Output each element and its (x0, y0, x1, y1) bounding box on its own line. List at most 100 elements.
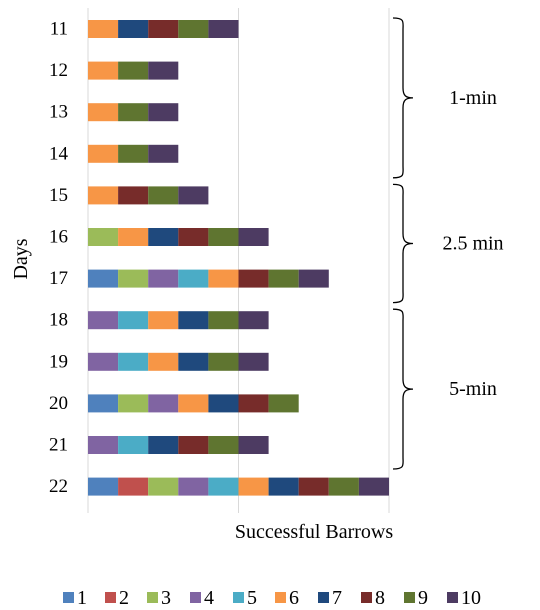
bar-day-18-series-5 (118, 311, 149, 330)
y-tick-label-20: 20 (49, 393, 68, 414)
y-tick-label-17: 17 (49, 268, 68, 289)
group-brace-3 (392, 308, 414, 470)
bar-day-21-series-4 (88, 436, 119, 454)
bar-day-22-series-4 (178, 477, 209, 496)
bar-day-22-series-9 (328, 477, 359, 496)
bar-day-13-series-10 (148, 103, 179, 122)
group-brace-2 (392, 183, 414, 304)
legend-label-2: 2 (119, 587, 129, 609)
bar-day-19-series-9 (208, 352, 239, 371)
bar-day-20-series-9 (268, 394, 299, 413)
bar-day-17-series-5 (178, 269, 209, 288)
bar-day-19-series-6 (148, 352, 179, 371)
y-tick-label-21: 21 (49, 435, 68, 456)
bar-day-14-series-6 (88, 144, 119, 163)
bar-day-14-series-10 (148, 144, 179, 163)
bars (88, 20, 389, 496)
bar-day-17-series-1 (88, 269, 119, 288)
legend-label-10: 10 (461, 587, 481, 609)
bar-day-11-series-8 (148, 20, 179, 38)
bar-day-22-series-5 (208, 477, 239, 496)
bar-day-19-series-10 (238, 352, 269, 371)
legend-swatch-4 (190, 592, 201, 603)
legend-swatch-2 (105, 592, 116, 603)
legend-swatch-5 (233, 592, 244, 603)
legend-swatch-1 (63, 592, 74, 603)
bar-day-13-series-9 (118, 103, 149, 122)
bar-day-11-series-7 (118, 20, 149, 38)
legend-swatch-8 (361, 592, 372, 603)
bar-day-16-series-10 (238, 228, 269, 246)
y-tick-label-19: 19 (49, 351, 68, 372)
bar-day-22-series-8 (298, 477, 329, 496)
legend-label-6: 6 (289, 587, 299, 609)
legend-label-4: 4 (204, 587, 214, 609)
y-tick-label-13: 13 (49, 102, 68, 123)
y-tick-label-22: 22 (49, 476, 68, 497)
gridlines (87, 8, 390, 513)
bar-day-15-series-10 (178, 186, 209, 205)
bar-day-19-series-4 (88, 352, 119, 371)
legend: 1 2 3 4 5 6 7 8 9 10 (63, 587, 481, 609)
group-label-2: 2.5 min (442, 233, 503, 255)
bar-day-18-series-6 (148, 311, 179, 330)
bar-day-19-series-5 (118, 352, 149, 371)
legend-swatch-7 (318, 592, 329, 603)
bar-day-17-series-9 (268, 269, 299, 288)
bar-day-13-series-6 (88, 103, 119, 122)
bar-day-16-series-9 (208, 228, 239, 246)
y-tick-label-18: 18 (49, 310, 68, 331)
y-tick-label-16: 16 (49, 227, 68, 248)
legend-label-7: 7 (332, 587, 342, 609)
legend-swatch-3 (147, 592, 158, 603)
y-tick-label-11: 11 (50, 19, 68, 40)
bar-day-22-series-7 (268, 477, 299, 496)
y-tick-label-12: 12 (49, 60, 68, 81)
bar-day-21-series-10 (238, 436, 269, 454)
y-axis-title: Days (10, 238, 32, 279)
bar-day-16-series-7 (148, 228, 179, 246)
y-tick-label-14: 14 (49, 143, 69, 164)
bar-day-15-series-6 (88, 186, 119, 205)
bar-day-17-series-10 (298, 269, 329, 288)
bar-day-18-series-7 (178, 311, 209, 330)
bar-day-16-series-3 (88, 228, 119, 246)
bar-day-11-series-9 (178, 20, 209, 38)
y-tick-labels: 11 12 13 14 15 16 17 18 19 20 21 22 (49, 19, 69, 498)
bar-day-17-series-3 (118, 269, 149, 288)
bar-day-20-series-7 (208, 394, 239, 413)
legend-label-8: 8 (375, 587, 385, 609)
bar-day-17-series-4 (148, 269, 179, 288)
bar-day-14-series-9 (118, 144, 149, 163)
legend-swatch-9 (404, 592, 415, 603)
bar-day-11-series-10 (208, 20, 239, 38)
group-braces: 1-min 2.5 min 5-min (392, 17, 504, 470)
bar-day-11-series-6 (88, 20, 119, 38)
bar-day-21-series-5 (118, 436, 149, 454)
bar-day-22-series-2 (118, 477, 149, 496)
bar-day-20-series-3 (118, 394, 149, 413)
bar-day-15-series-8 (118, 186, 149, 205)
legend-swatch-6 (275, 592, 286, 603)
bar-day-20-series-8 (238, 394, 269, 413)
bar-day-17-series-6 (208, 269, 239, 288)
bar-day-16-series-6 (118, 228, 149, 246)
group-brace-1 (392, 17, 414, 179)
bar-day-16-series-8 (178, 228, 209, 246)
legend-swatch-10 (447, 592, 458, 603)
bar-day-21-series-8 (178, 436, 209, 454)
legend-label-1: 1 (77, 587, 87, 609)
bar-day-22-series-3 (148, 477, 179, 496)
legend-label-5: 5 (247, 587, 257, 609)
y-tick-label-15: 15 (49, 185, 68, 206)
bar-day-22-series-6 (238, 477, 269, 496)
bar-day-12-series-10 (148, 61, 179, 80)
bar-day-21-series-9 (208, 436, 239, 454)
bar-day-20-series-1 (88, 394, 119, 413)
bar-day-17-series-8 (238, 269, 269, 288)
legend-label-3: 3 (161, 587, 171, 609)
bar-day-15-series-9 (148, 186, 179, 205)
group-label-3: 5-min (449, 378, 497, 400)
legend-label-9: 9 (418, 587, 428, 609)
